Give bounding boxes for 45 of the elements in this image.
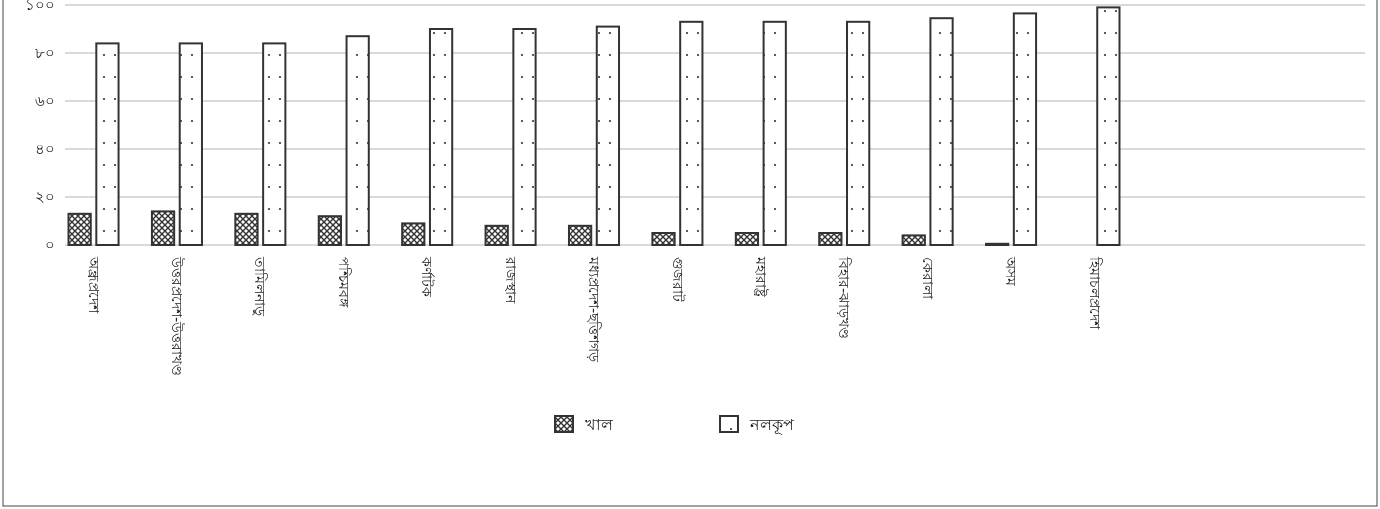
y-tick-label: ৬০ bbox=[35, 92, 55, 111]
bar bbox=[1012, 12, 1038, 246]
x-tick-label: হিমাচলপ্রদেশ bbox=[1086, 256, 1103, 330]
bar bbox=[1096, 6, 1121, 246]
bar bbox=[95, 42, 120, 246]
bar bbox=[734, 232, 760, 246]
y-tick-label: ০ bbox=[45, 236, 55, 255]
bar bbox=[234, 212, 259, 246]
bar bbox=[679, 20, 704, 246]
bar bbox=[846, 20, 871, 246]
bar bbox=[567, 224, 593, 246]
x-tick-label: অসম bbox=[1003, 256, 1020, 286]
x-tick-label: মধ্যপ্রদেশ-ছত্তিশগড় bbox=[586, 256, 603, 364]
x-tick-label: কেরালা bbox=[919, 257, 936, 300]
y-tick-label: ৮০ bbox=[35, 44, 55, 63]
x-tick-label: উত্তরপ্রদেশ-উত্তরাখণ্ড bbox=[169, 256, 186, 377]
x-tick-label: পশ্চিমবঙ্গ bbox=[335, 257, 352, 308]
bar bbox=[512, 28, 537, 246]
bar bbox=[651, 232, 676, 246]
bar bbox=[401, 222, 426, 246]
bar bbox=[317, 215, 342, 246]
y-tick-label: ২০ bbox=[35, 188, 55, 207]
bar bbox=[428, 28, 454, 246]
bar bbox=[595, 25, 621, 246]
x-tick-label: বিহার-ঝাড়খণ্ড bbox=[836, 256, 853, 340]
bar bbox=[818, 232, 843, 246]
x-tick-label: রাজস্থান bbox=[502, 256, 519, 304]
y-tick-label: ৪০ bbox=[35, 140, 55, 159]
bar bbox=[345, 35, 370, 246]
legend-label: খাল bbox=[585, 415, 614, 434]
bar bbox=[178, 42, 203, 246]
bar bbox=[762, 20, 787, 246]
x-tick-label: গুজরাট bbox=[669, 257, 686, 302]
x-tick-label: কর্ণাটক bbox=[419, 256, 436, 297]
bar bbox=[67, 212, 92, 246]
bar bbox=[150, 210, 176, 246]
bar bbox=[929, 17, 954, 246]
bar bbox=[262, 42, 287, 246]
x-tick-label: তামিলনাড়ু bbox=[252, 256, 269, 317]
y-tick-label: ১০০ bbox=[25, 0, 55, 15]
bar bbox=[484, 224, 509, 246]
x-tick-label: মহারাষ্ট্র bbox=[752, 256, 769, 298]
bar bbox=[901, 234, 926, 246]
x-tick-label: অন্ধ্রপ্রদেশ bbox=[85, 256, 102, 314]
legend-label: নলকূপ bbox=[749, 415, 795, 435]
